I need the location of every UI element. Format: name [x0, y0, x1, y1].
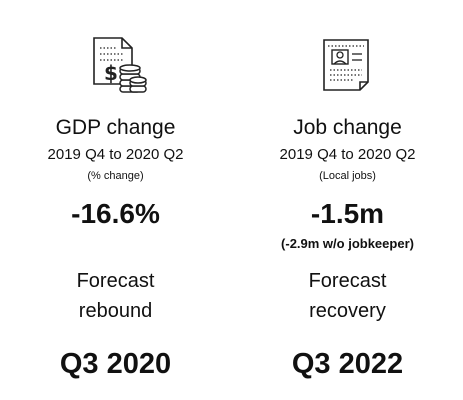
gdp-period: 2019 Q4 to 2020 Q2	[47, 146, 184, 163]
gdp-value: -16.6%	[71, 198, 160, 229]
gdp-unit: (% change)	[87, 170, 144, 182]
jobs-forecast-type: recovery	[309, 300, 386, 322]
gdp-forecast-type: rebound	[78, 300, 153, 322]
jobs-period: 2019 Q4 to 2020 Q2	[279, 146, 416, 163]
gdp-forecast-value: Q3 2020	[59, 348, 172, 380]
jobs-forecast-label: Forecast	[308, 270, 387, 292]
document-dollar-coins-icon: $	[92, 37, 147, 93]
jobs-forecast-value: Q3 2022	[291, 348, 404, 380]
jobs-title: Job change	[293, 116, 402, 139]
jobs-value: -1.5m	[310, 198, 385, 229]
svg-text:$: $	[104, 61, 118, 85]
jobs-panel: Job change 2019 Q4 to 2020 Q2 (Local job…	[232, 0, 463, 400]
jobs-note: (-2.9m w/o jobkeeper)	[281, 236, 414, 251]
gdp-title: GDP change	[55, 116, 176, 139]
jobs-unit: (Local jobs)	[319, 170, 376, 182]
gdp-panel: $ GDP change 2019 Q4 to 2020 Q2 (% chang…	[0, 0, 231, 400]
resume-document-icon	[322, 39, 369, 91]
gdp-forecast-label: Forecast	[76, 270, 155, 292]
